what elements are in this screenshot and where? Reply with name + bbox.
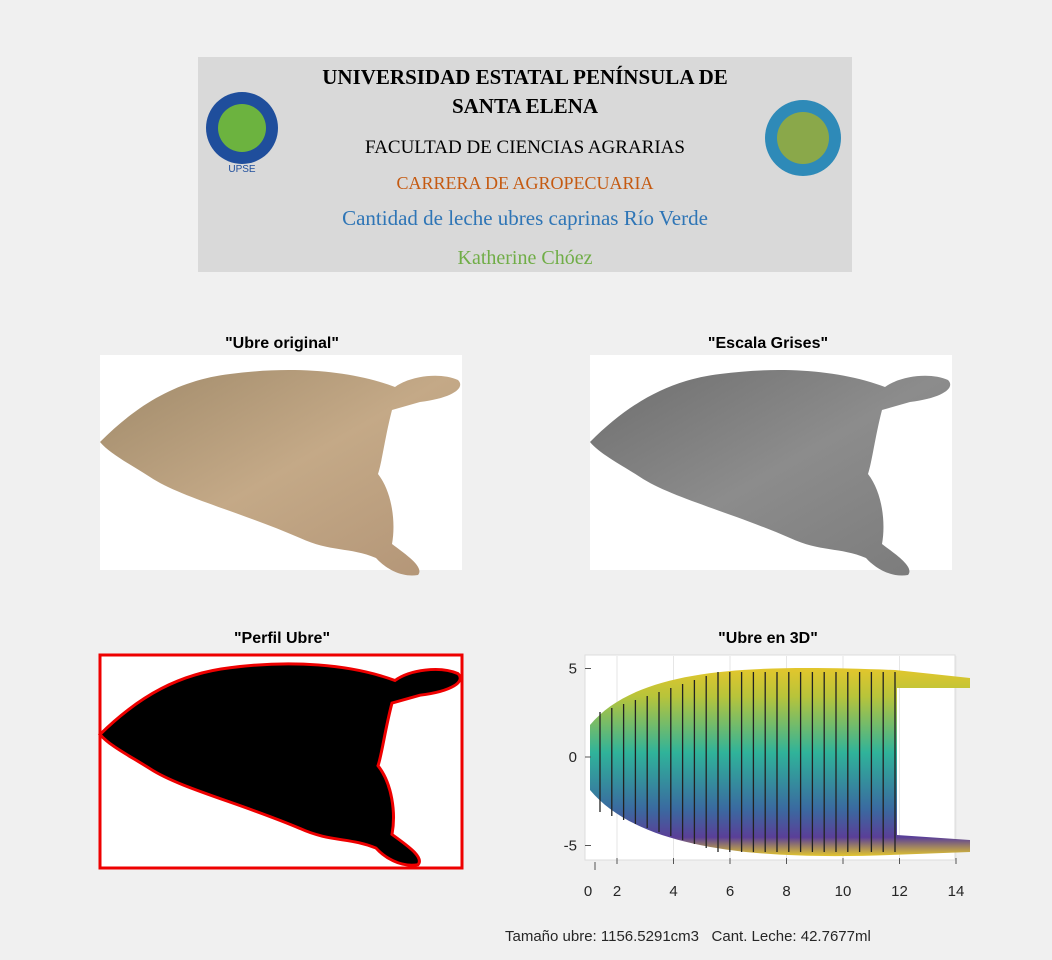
figure-window: UPSE UNIVERSIDAD ESTATAL PENÍNSULA DE SA… — [0, 0, 1052, 960]
x-tick-label: 14 — [948, 883, 965, 900]
y-tick-label: -5 — [564, 838, 577, 855]
result-text: Tamaño ubre: 1156.5291cm3 Cant. Leche: 4… — [505, 928, 871, 945]
x-tick-label: 4 — [669, 883, 677, 900]
x-tick-label: 6 — [726, 883, 734, 900]
y-tick-label: 5 — [569, 661, 577, 678]
panel-title: "Ubre original" — [225, 335, 339, 352]
header-line: Cantidad de leche ubres caprinas Río Ver… — [342, 206, 708, 230]
panel-title: "Escala Grises" — [708, 335, 828, 352]
x-tick-label: 2 — [613, 883, 621, 900]
panel-title: "Perfil Ubre" — [234, 630, 330, 647]
header-line: Katherine Chóez — [458, 247, 593, 269]
svg-text:UPSE: UPSE — [228, 164, 256, 175]
x-tick-label: 10 — [835, 883, 852, 900]
y-tick-label: 0 — [569, 749, 577, 766]
header-line: CARRERA DE AGROPECUARIA — [396, 173, 653, 193]
header-line: UNIVERSIDAD ESTATAL PENÍNSULA DE — [322, 65, 728, 89]
logo-right — [765, 100, 841, 176]
header-line: FACULTAD DE CIENCIAS AGRARIAS — [365, 137, 685, 158]
header-line: SANTA ELENA — [452, 94, 599, 118]
page: UPSE UNIVERSIDAD ESTATAL PENÍNSULA DE SA… — [0, 0, 1052, 960]
header-banner — [198, 57, 852, 272]
z-tick-label: 0 — [584, 883, 592, 900]
x-tick-label: 12 — [891, 883, 908, 900]
panel-title: "Ubre en 3D" — [718, 630, 818, 647]
axes-3d — [585, 655, 970, 860]
x-tick-label: 8 — [782, 883, 790, 900]
